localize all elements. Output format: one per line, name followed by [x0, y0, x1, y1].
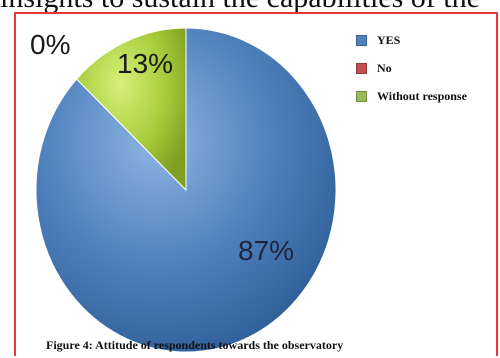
pie-slice-without-response [75, 27, 187, 192]
legend-item-without-response: Without response [356, 89, 467, 103]
legend-item-no: No [356, 61, 467, 75]
pie-chart: 87% 0% 13% [30, 27, 337, 353]
legend-swatch-without-response [356, 90, 367, 102]
legend-label-no: No [377, 60, 392, 75]
legend-swatch-no [356, 62, 367, 74]
page-header-fragment: insights to sustain the capabilities of … [0, 0, 500, 15]
legend-label-yes: YES [377, 32, 401, 47]
slice-label-no: 0% [30, 29, 70, 60]
legend: YES No Without response [356, 33, 467, 117]
legend-swatch-yes [356, 34, 367, 46]
slice-label-yes: 87% [238, 235, 294, 266]
figure-frame: 87% 0% 13% YES No Without response Figure … [14, 12, 498, 356]
legend-label-without-response: Without response [377, 88, 467, 103]
legend-item-yes: YES [356, 33, 467, 47]
figure-caption: Figure 4: Attitude of respondents toward… [46, 338, 344, 352]
slice-label-without-response: 13% [117, 48, 173, 79]
